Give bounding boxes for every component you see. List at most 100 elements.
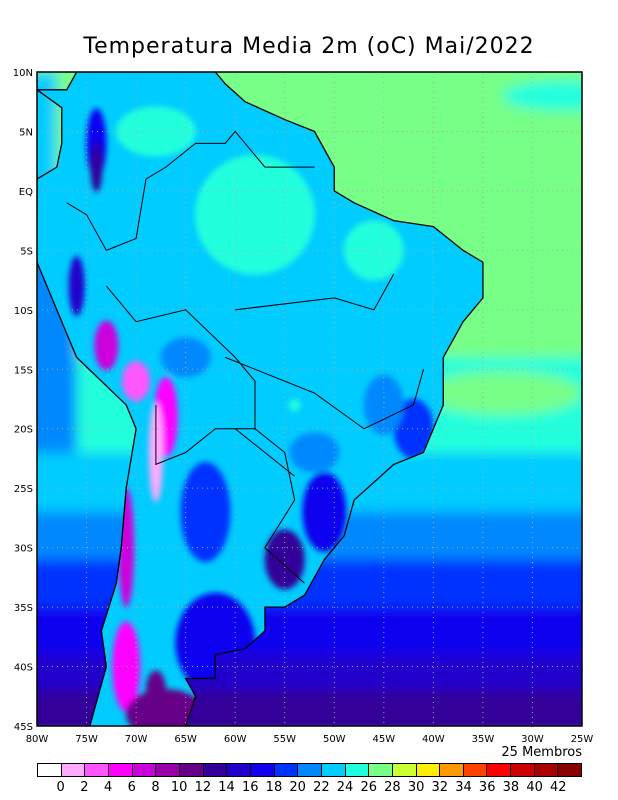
- colorbar-swatch: [274, 764, 299, 776]
- map-field: [37, 72, 582, 726]
- colorbar-swatch: [250, 764, 275, 776]
- map-frame: [36, 71, 583, 727]
- lon-label: 25W: [571, 734, 594, 745]
- colorbar-swatch: [440, 764, 464, 776]
- temperature-contour: [180, 461, 231, 562]
- colorbar-label: 8: [151, 780, 160, 795]
- colorbar-label: 10: [170, 780, 188, 795]
- colorbar-swatch: [463, 764, 488, 776]
- colorbar-swatch: [132, 764, 157, 776]
- colorbar-label: 14: [218, 780, 235, 795]
- country-border: [66, 202, 107, 251]
- temperature-contour: [122, 361, 151, 402]
- lon-label: 80W: [26, 734, 49, 745]
- colorbar-swatch: [227, 764, 251, 776]
- ocean-band: [502, 80, 582, 111]
- temperature-contour: [288, 398, 301, 411]
- colorbar-label: 4: [103, 780, 113, 795]
- lon-label: 50W: [323, 734, 346, 745]
- colorbar-swatch: [487, 764, 512, 776]
- lat-label: 45S: [14, 722, 33, 733]
- ocean-band: [37, 607, 582, 655]
- colorbar-swatch: [345, 764, 370, 776]
- country-border: [235, 273, 395, 311]
- lon-label: 65W: [174, 734, 197, 745]
- colorbar-label: 22: [313, 780, 330, 795]
- colorbar-swatch: [416, 764, 441, 776]
- country-border: [106, 130, 315, 251]
- colorbar-swatch: [85, 764, 109, 776]
- country-border: [105, 285, 305, 584]
- temperature-contour: [115, 106, 196, 157]
- lat-label: 20S: [14, 425, 33, 436]
- colorbar-swatch: [511, 764, 535, 776]
- lat-label: 10S: [14, 306, 33, 317]
- lon-label: 70W: [125, 734, 148, 745]
- colorbar-label: 42: [550, 780, 567, 795]
- colorbar-label: 12: [194, 780, 212, 795]
- lon-label: 45W: [373, 734, 396, 745]
- country-border: [225, 356, 424, 430]
- temperature-contour: [289, 432, 340, 473]
- members-label: 25 Membros: [501, 745, 582, 760]
- temperature-contour: [343, 220, 404, 281]
- colorbar-label: 36: [478, 780, 496, 795]
- colorbar-label: 6: [127, 780, 136, 795]
- country-border: [155, 404, 255, 466]
- colorbar-swatch: [61, 764, 86, 776]
- temperature-contour: [90, 142, 103, 193]
- colorbar-label: 26: [360, 780, 378, 795]
- colorbar-swatch: [38, 764, 62, 776]
- colorbar-swatch: [298, 764, 322, 776]
- coastline: [37, 72, 484, 726]
- lon-label: 60W: [224, 734, 247, 745]
- colorbar-swatch: [321, 764, 346, 776]
- temperature-contour: [302, 471, 347, 552]
- temperature-contour: [363, 374, 404, 435]
- ocean-band: [422, 371, 582, 416]
- colorbar-label: 30: [407, 780, 425, 795]
- lat-label: 35S: [14, 603, 33, 614]
- temperature-contour: [68, 256, 85, 317]
- colorbar-swatch: [179, 764, 204, 776]
- lat-label: 30S: [14, 544, 33, 555]
- country-border: [234, 428, 295, 477]
- temperature-contour: [94, 320, 119, 371]
- colorbar-label: 40: [526, 780, 543, 795]
- lon-label: 55W: [273, 734, 296, 745]
- temperature-contour: [195, 154, 315, 275]
- lat-label: 10N: [13, 68, 33, 79]
- ocean-band: [37, 654, 582, 691]
- colorbar-label: 34: [455, 780, 472, 795]
- colorbar-swatch: [558, 764, 582, 776]
- colorbar-label: 2: [80, 780, 89, 795]
- colorbar-swatch: [156, 764, 180, 776]
- lon-label: 75W: [75, 734, 98, 745]
- temperature-contour: [112, 621, 141, 712]
- lat-label: 15S: [14, 365, 33, 376]
- colorbar-label: 38: [502, 780, 520, 795]
- temperature-contour: [393, 398, 434, 459]
- colorbar-swatch: [108, 764, 133, 776]
- lon-label: 30W: [521, 734, 544, 745]
- colorbar-label: 28: [384, 780, 401, 795]
- colorbar-swatch: [369, 764, 393, 776]
- colorbar-swatch: [203, 764, 228, 776]
- colorbar-swatch: [392, 764, 417, 776]
- colorbar-swatch: [534, 764, 559, 776]
- colorbar-label: 18: [265, 780, 283, 795]
- map-title: Temperatura Media 2m (oC) Mai/2022: [83, 34, 535, 59]
- lat-label: EQ: [19, 187, 33, 198]
- colorbar-label: 32: [431, 780, 449, 795]
- colorbar-label: 0: [56, 780, 65, 795]
- colorbar-label: 24: [336, 780, 354, 795]
- colorbar-labels: 0 2 4 6 8 10 12 14 16 18 20 22 24 26 28 30 32 34 36 38 40 42: [37, 780, 582, 796]
- colorbar-label: 16: [241, 780, 259, 795]
- lon-label: 35W: [472, 734, 495, 745]
- colorbar: [37, 763, 582, 777]
- temperature-contour: [125, 689, 206, 726]
- lat-label: 5S: [20, 246, 33, 257]
- lat-label: 5N: [19, 127, 33, 138]
- lon-label: 40W: [422, 734, 445, 745]
